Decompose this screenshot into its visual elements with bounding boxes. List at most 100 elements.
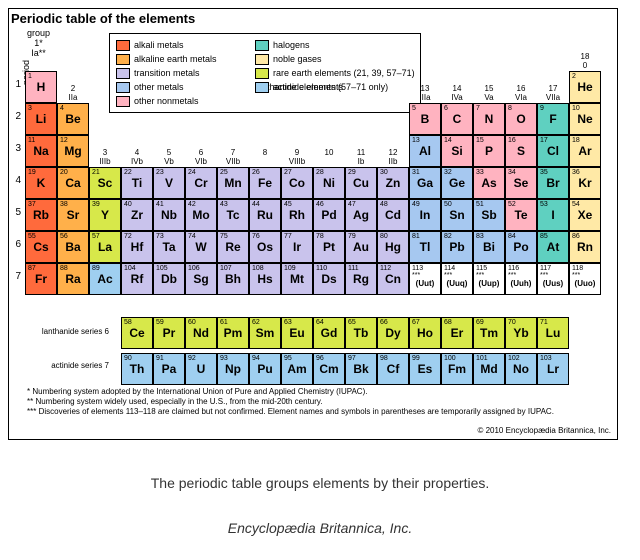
element-cell: 46Pd <box>313 199 345 231</box>
element-cell: 63Eu <box>281 317 313 349</box>
element-cell: 36Kr <box>569 167 601 199</box>
group-header: 3IIIb <box>89 149 121 167</box>
element-cell: 20Ca <box>57 167 89 199</box>
element-cell: 37Rb <box>25 199 57 231</box>
element-cell: 25Mn <box>217 167 249 199</box>
element-cell: 72Hf <box>121 231 153 263</box>
period-number: 3 <box>11 143 21 154</box>
group-axis-label: group 1* Ia** <box>27 29 50 59</box>
element-cell: 45Rh <box>281 199 313 231</box>
element-cell: 58Ce <box>121 317 153 349</box>
element-cell: 50Sn <box>441 199 473 231</box>
element-cell: 78Pt <box>313 231 345 263</box>
legend-item: actinide elements <box>255 80 420 94</box>
element-cell: 67Ho <box>409 317 441 349</box>
element-cell: 10Ne <box>569 103 601 135</box>
element-cell: 90Th <box>121 353 153 385</box>
element-cell: 80Hg <box>377 231 409 263</box>
element-cell: 94Pu <box>249 353 281 385</box>
group-header: 12IIb <box>377 149 409 167</box>
element-cell: 84Po <box>505 231 537 263</box>
element-cell: 38Sr <box>57 199 89 231</box>
element-cell: 71Lu <box>537 317 569 349</box>
footnotes: * Numbering system adopted by the Intern… <box>27 387 597 417</box>
element-cell: 39Y <box>89 199 121 231</box>
element-cell: 68Er <box>441 317 473 349</box>
element-cell: 48Cd <box>377 199 409 231</box>
element-cell: 103Lr <box>537 353 569 385</box>
legend-item: rare earth elements (21, 39, 57–71) lant… <box>255 66 420 80</box>
element-cell: 62Sm <box>249 317 281 349</box>
period-number: 1 <box>11 79 21 90</box>
element-cell: 6C <box>441 103 473 135</box>
element-cell: 18Ar <box>569 135 601 167</box>
element-cell: 114***(Uuq) <box>441 263 473 295</box>
element-cell: 21Sc <box>89 167 121 199</box>
element-cell: 106Sg <box>185 263 217 295</box>
element-cell: 116***(Uuh) <box>505 263 537 295</box>
element-cell: 34Se <box>505 167 537 199</box>
element-cell: 12Mg <box>57 135 89 167</box>
lanthanide-label: lanthanide series 6 <box>13 327 109 336</box>
element-cell: 27Co <box>281 167 313 199</box>
element-cell: 60Nd <box>185 317 217 349</box>
element-cell: 110Ds <box>313 263 345 295</box>
period-number: 2 <box>11 111 21 122</box>
element-cell: 8O <box>505 103 537 135</box>
element-cell: 92U <box>185 353 217 385</box>
element-cell: 2He <box>569 71 601 103</box>
element-cell: 54Xe <box>569 199 601 231</box>
element-cell: 29Cu <box>345 167 377 199</box>
element-cell: 32Ge <box>441 167 473 199</box>
group-header: 10 <box>313 149 345 158</box>
element-cell: 85At <box>537 231 569 263</box>
element-cell: 57La <box>89 231 121 263</box>
element-cell: 41Nb <box>153 199 185 231</box>
element-cell: 91Pa <box>153 353 185 385</box>
chart-title: Periodic table of the elements <box>11 11 195 26</box>
period-number: 5 <box>11 207 21 218</box>
element-cell: 99Es <box>409 353 441 385</box>
element-cell: 53I <box>537 199 569 231</box>
element-cell: 93Np <box>217 353 249 385</box>
element-cell: 44Ru <box>249 199 281 231</box>
element-cell: 7N <box>473 103 505 135</box>
element-cell: 97Bk <box>345 353 377 385</box>
legend-item: alkaline earth metals <box>116 52 217 66</box>
legend: alkali metalsalkaline earth metalstransi… <box>109 33 421 113</box>
element-cell: 52Te <box>505 199 537 231</box>
element-cell: 17Cl <box>537 135 569 167</box>
element-cell: 61Pm <box>217 317 249 349</box>
element-cell: 77Ir <box>281 231 313 263</box>
element-cell: 76Os <box>249 231 281 263</box>
period-number: 7 <box>11 271 21 282</box>
element-cell: 82Pb <box>441 231 473 263</box>
element-cell: 13Al <box>409 135 441 167</box>
element-cell: 108Hs <box>249 263 281 295</box>
legend-item: other nonmetals <box>116 94 217 108</box>
element-cell: 109Mt <box>281 263 313 295</box>
element-cell: 56Ba <box>57 231 89 263</box>
element-cell: 96Cm <box>313 353 345 385</box>
element-cell: 49In <box>409 199 441 231</box>
element-cell: 35Br <box>537 167 569 199</box>
group-header: 13IIIa <box>409 85 441 103</box>
element-cell: 89Ac <box>89 263 121 295</box>
element-cell: 26Fe <box>249 167 281 199</box>
element-cell: 88Ra <box>57 263 89 295</box>
element-cell: 3Li <box>25 103 57 135</box>
element-cell: 33As <box>473 167 505 199</box>
element-cell: 64Gd <box>313 317 345 349</box>
element-cell: 102No <box>505 353 537 385</box>
group-header: 17VIIa <box>537 85 569 103</box>
element-cell: 113***(Uut) <box>409 263 441 295</box>
group-header: 4IVb <box>121 149 153 167</box>
element-cell: 11Na <box>25 135 57 167</box>
element-cell: 105Db <box>153 263 185 295</box>
group-header: 180 <box>569 53 601 71</box>
element-cell: 100Fm <box>441 353 473 385</box>
element-cell: 112Cn <box>377 263 409 295</box>
element-cell: 31Ga <box>409 167 441 199</box>
legend-item: alkali metals <box>116 38 217 52</box>
periodic-table: Periodic table of the elements period gr… <box>8 8 618 440</box>
